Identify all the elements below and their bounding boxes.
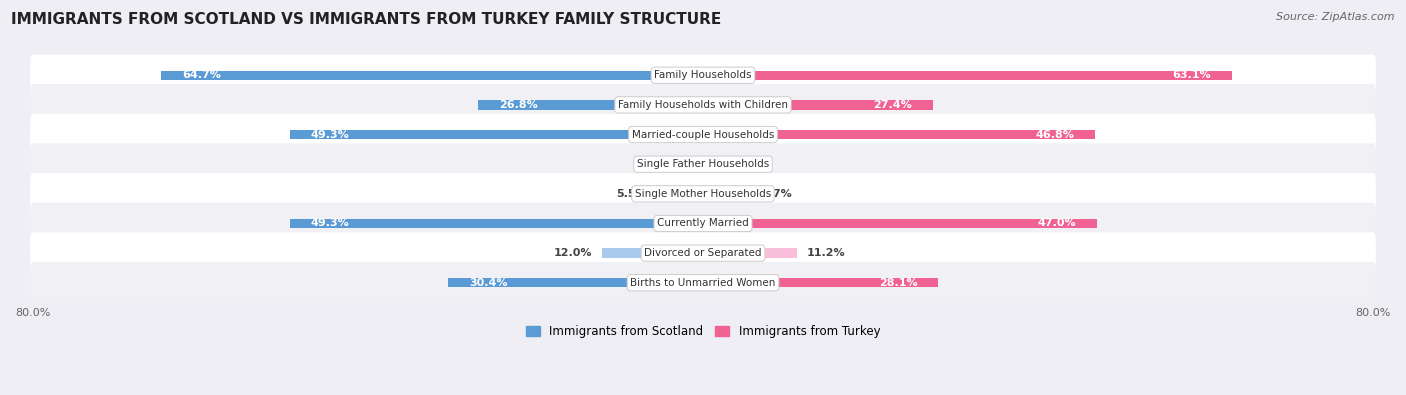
FancyBboxPatch shape xyxy=(30,173,1376,214)
Text: 49.3%: 49.3% xyxy=(311,218,350,228)
Text: 5.5%: 5.5% xyxy=(616,189,647,199)
Text: 12.0%: 12.0% xyxy=(554,248,592,258)
Text: 2.0%: 2.0% xyxy=(730,159,761,169)
Bar xyxy=(703,71,1232,80)
Text: 47.0%: 47.0% xyxy=(1038,218,1076,228)
Text: Source: ZipAtlas.com: Source: ZipAtlas.com xyxy=(1277,12,1395,22)
Text: 28.1%: 28.1% xyxy=(879,278,918,288)
FancyBboxPatch shape xyxy=(30,232,1376,274)
Text: 64.7%: 64.7% xyxy=(181,70,221,80)
Text: Married-couple Households: Married-couple Households xyxy=(631,130,775,139)
Text: 2.1%: 2.1% xyxy=(644,159,675,169)
Bar xyxy=(703,100,932,110)
Text: 26.8%: 26.8% xyxy=(499,100,538,110)
Text: Currently Married: Currently Married xyxy=(657,218,749,228)
Text: 27.4%: 27.4% xyxy=(873,100,911,110)
Text: 11.2%: 11.2% xyxy=(807,248,845,258)
Text: 5.7%: 5.7% xyxy=(761,189,792,199)
FancyBboxPatch shape xyxy=(30,114,1376,155)
Text: IMMIGRANTS FROM SCOTLAND VS IMMIGRANTS FROM TURKEY FAMILY STRUCTURE: IMMIGRANTS FROM SCOTLAND VS IMMIGRANTS F… xyxy=(11,12,721,27)
Text: Births to Unmarried Women: Births to Unmarried Women xyxy=(630,278,776,288)
Bar xyxy=(602,248,703,258)
Bar xyxy=(290,219,703,228)
Text: Divorced or Separated: Divorced or Separated xyxy=(644,248,762,258)
Legend: Immigrants from Scotland, Immigrants from Turkey: Immigrants from Scotland, Immigrants fro… xyxy=(520,320,886,342)
Text: Family Households with Children: Family Households with Children xyxy=(619,100,787,110)
Bar xyxy=(703,278,938,288)
Bar xyxy=(478,100,703,110)
Bar xyxy=(449,278,703,288)
FancyBboxPatch shape xyxy=(30,203,1376,244)
FancyBboxPatch shape xyxy=(30,143,1376,185)
Bar xyxy=(657,189,703,199)
Text: Single Mother Households: Single Mother Households xyxy=(636,189,770,199)
Text: 46.8%: 46.8% xyxy=(1035,130,1074,139)
Bar xyxy=(290,130,703,139)
Text: Family Households: Family Households xyxy=(654,70,752,80)
Bar xyxy=(703,130,1095,139)
Bar xyxy=(160,71,703,80)
Text: Single Father Households: Single Father Households xyxy=(637,159,769,169)
Bar xyxy=(703,248,797,258)
FancyBboxPatch shape xyxy=(30,262,1376,303)
Text: 30.4%: 30.4% xyxy=(470,278,508,288)
Bar xyxy=(703,160,720,169)
Bar xyxy=(703,219,1097,228)
Bar xyxy=(685,160,703,169)
Text: 63.1%: 63.1% xyxy=(1173,70,1211,80)
FancyBboxPatch shape xyxy=(30,84,1376,126)
Bar xyxy=(703,189,751,199)
Text: 49.3%: 49.3% xyxy=(311,130,350,139)
FancyBboxPatch shape xyxy=(30,55,1376,96)
